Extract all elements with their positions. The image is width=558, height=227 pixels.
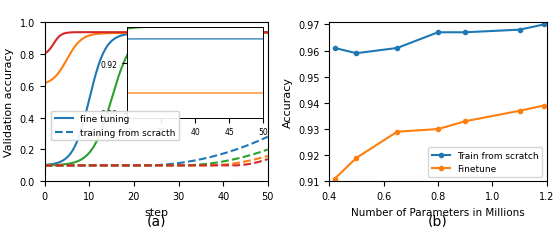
Text: (a): (a) — [147, 214, 166, 227]
Legend: Train from scratch, Finetune: Train from scratch, Finetune — [428, 148, 542, 177]
Finetune — [435, 128, 441, 131]
Train from scratch — [462, 32, 469, 35]
Line: Train from scratch: Train from scratch — [333, 23, 546, 56]
Y-axis label: Validation accuracy: Validation accuracy — [4, 48, 14, 157]
X-axis label: step: step — [144, 207, 169, 217]
Text: (b): (b) — [428, 214, 448, 227]
Finetune — [331, 178, 338, 180]
Train from scratch — [394, 47, 401, 50]
Finetune — [353, 157, 360, 160]
Finetune — [462, 120, 469, 123]
X-axis label: Number of Parameters in Millions: Number of Parameters in Millions — [351, 207, 525, 217]
Line: Finetune: Finetune — [333, 104, 546, 181]
Finetune — [516, 110, 523, 113]
Train from scratch — [541, 24, 547, 27]
Legend: fine tuning, training from scracth: fine tuning, training from scracth — [51, 111, 179, 141]
Finetune — [541, 105, 547, 107]
Train from scratch — [516, 29, 523, 32]
Train from scratch — [331, 47, 338, 50]
Train from scratch — [435, 32, 441, 35]
Finetune — [394, 131, 401, 133]
Train from scratch — [353, 53, 360, 55]
Y-axis label: Accuracy: Accuracy — [282, 77, 292, 128]
